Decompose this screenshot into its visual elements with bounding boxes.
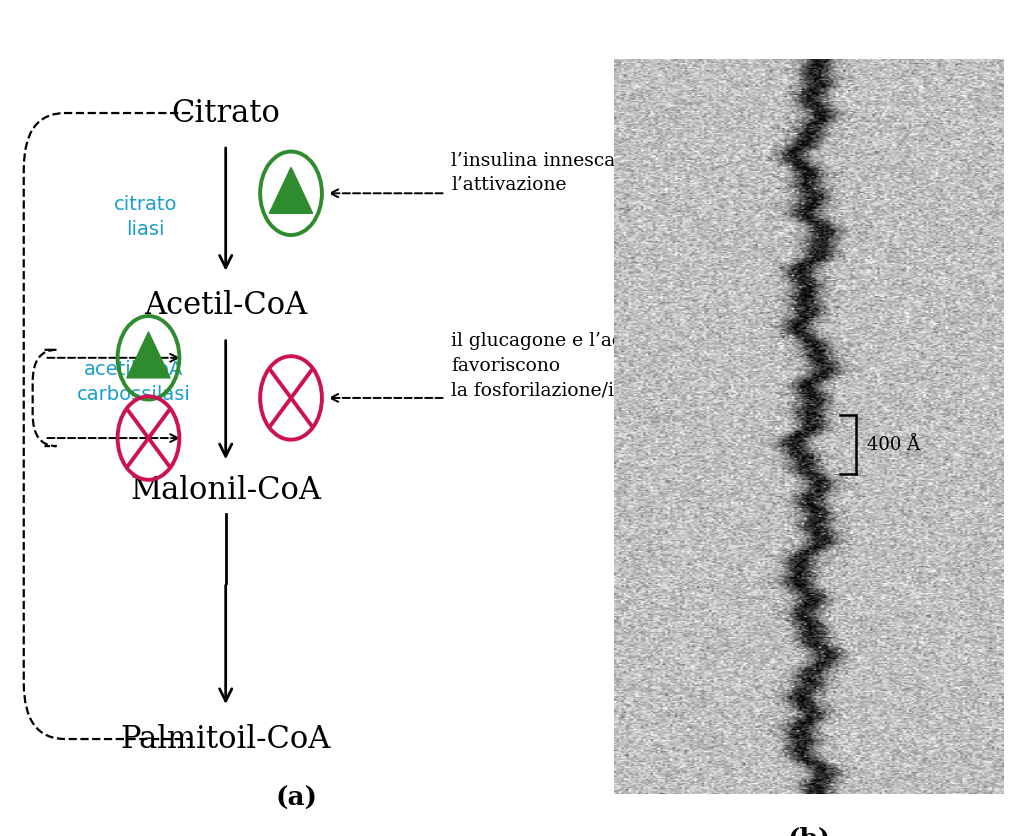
Text: (a): (a) xyxy=(275,786,318,811)
Polygon shape xyxy=(127,332,170,378)
Text: acetil-CoA
carbossilasi: acetil-CoA carbossilasi xyxy=(77,359,190,404)
Text: il glucagone e l’adrenalina
favoriscono
la fosforilazione/inattivazione: il glucagone e l’adrenalina favoriscono … xyxy=(452,332,730,400)
Text: Citrato: Citrato xyxy=(171,98,281,129)
Text: 400 Å: 400 Å xyxy=(867,436,921,454)
Text: Acetil-CoA: Acetil-CoA xyxy=(144,290,307,321)
Text: l’insulina innesca
l’attivazione: l’insulina innesca l’attivazione xyxy=(452,152,615,194)
Text: Palmitoil-CoA: Palmitoil-CoA xyxy=(121,723,331,755)
Polygon shape xyxy=(269,167,312,213)
Text: citrato
liasi: citrato liasi xyxy=(114,196,177,239)
Text: Malonil-CoA: Malonil-CoA xyxy=(130,475,322,506)
Text: (b): (b) xyxy=(787,828,830,836)
